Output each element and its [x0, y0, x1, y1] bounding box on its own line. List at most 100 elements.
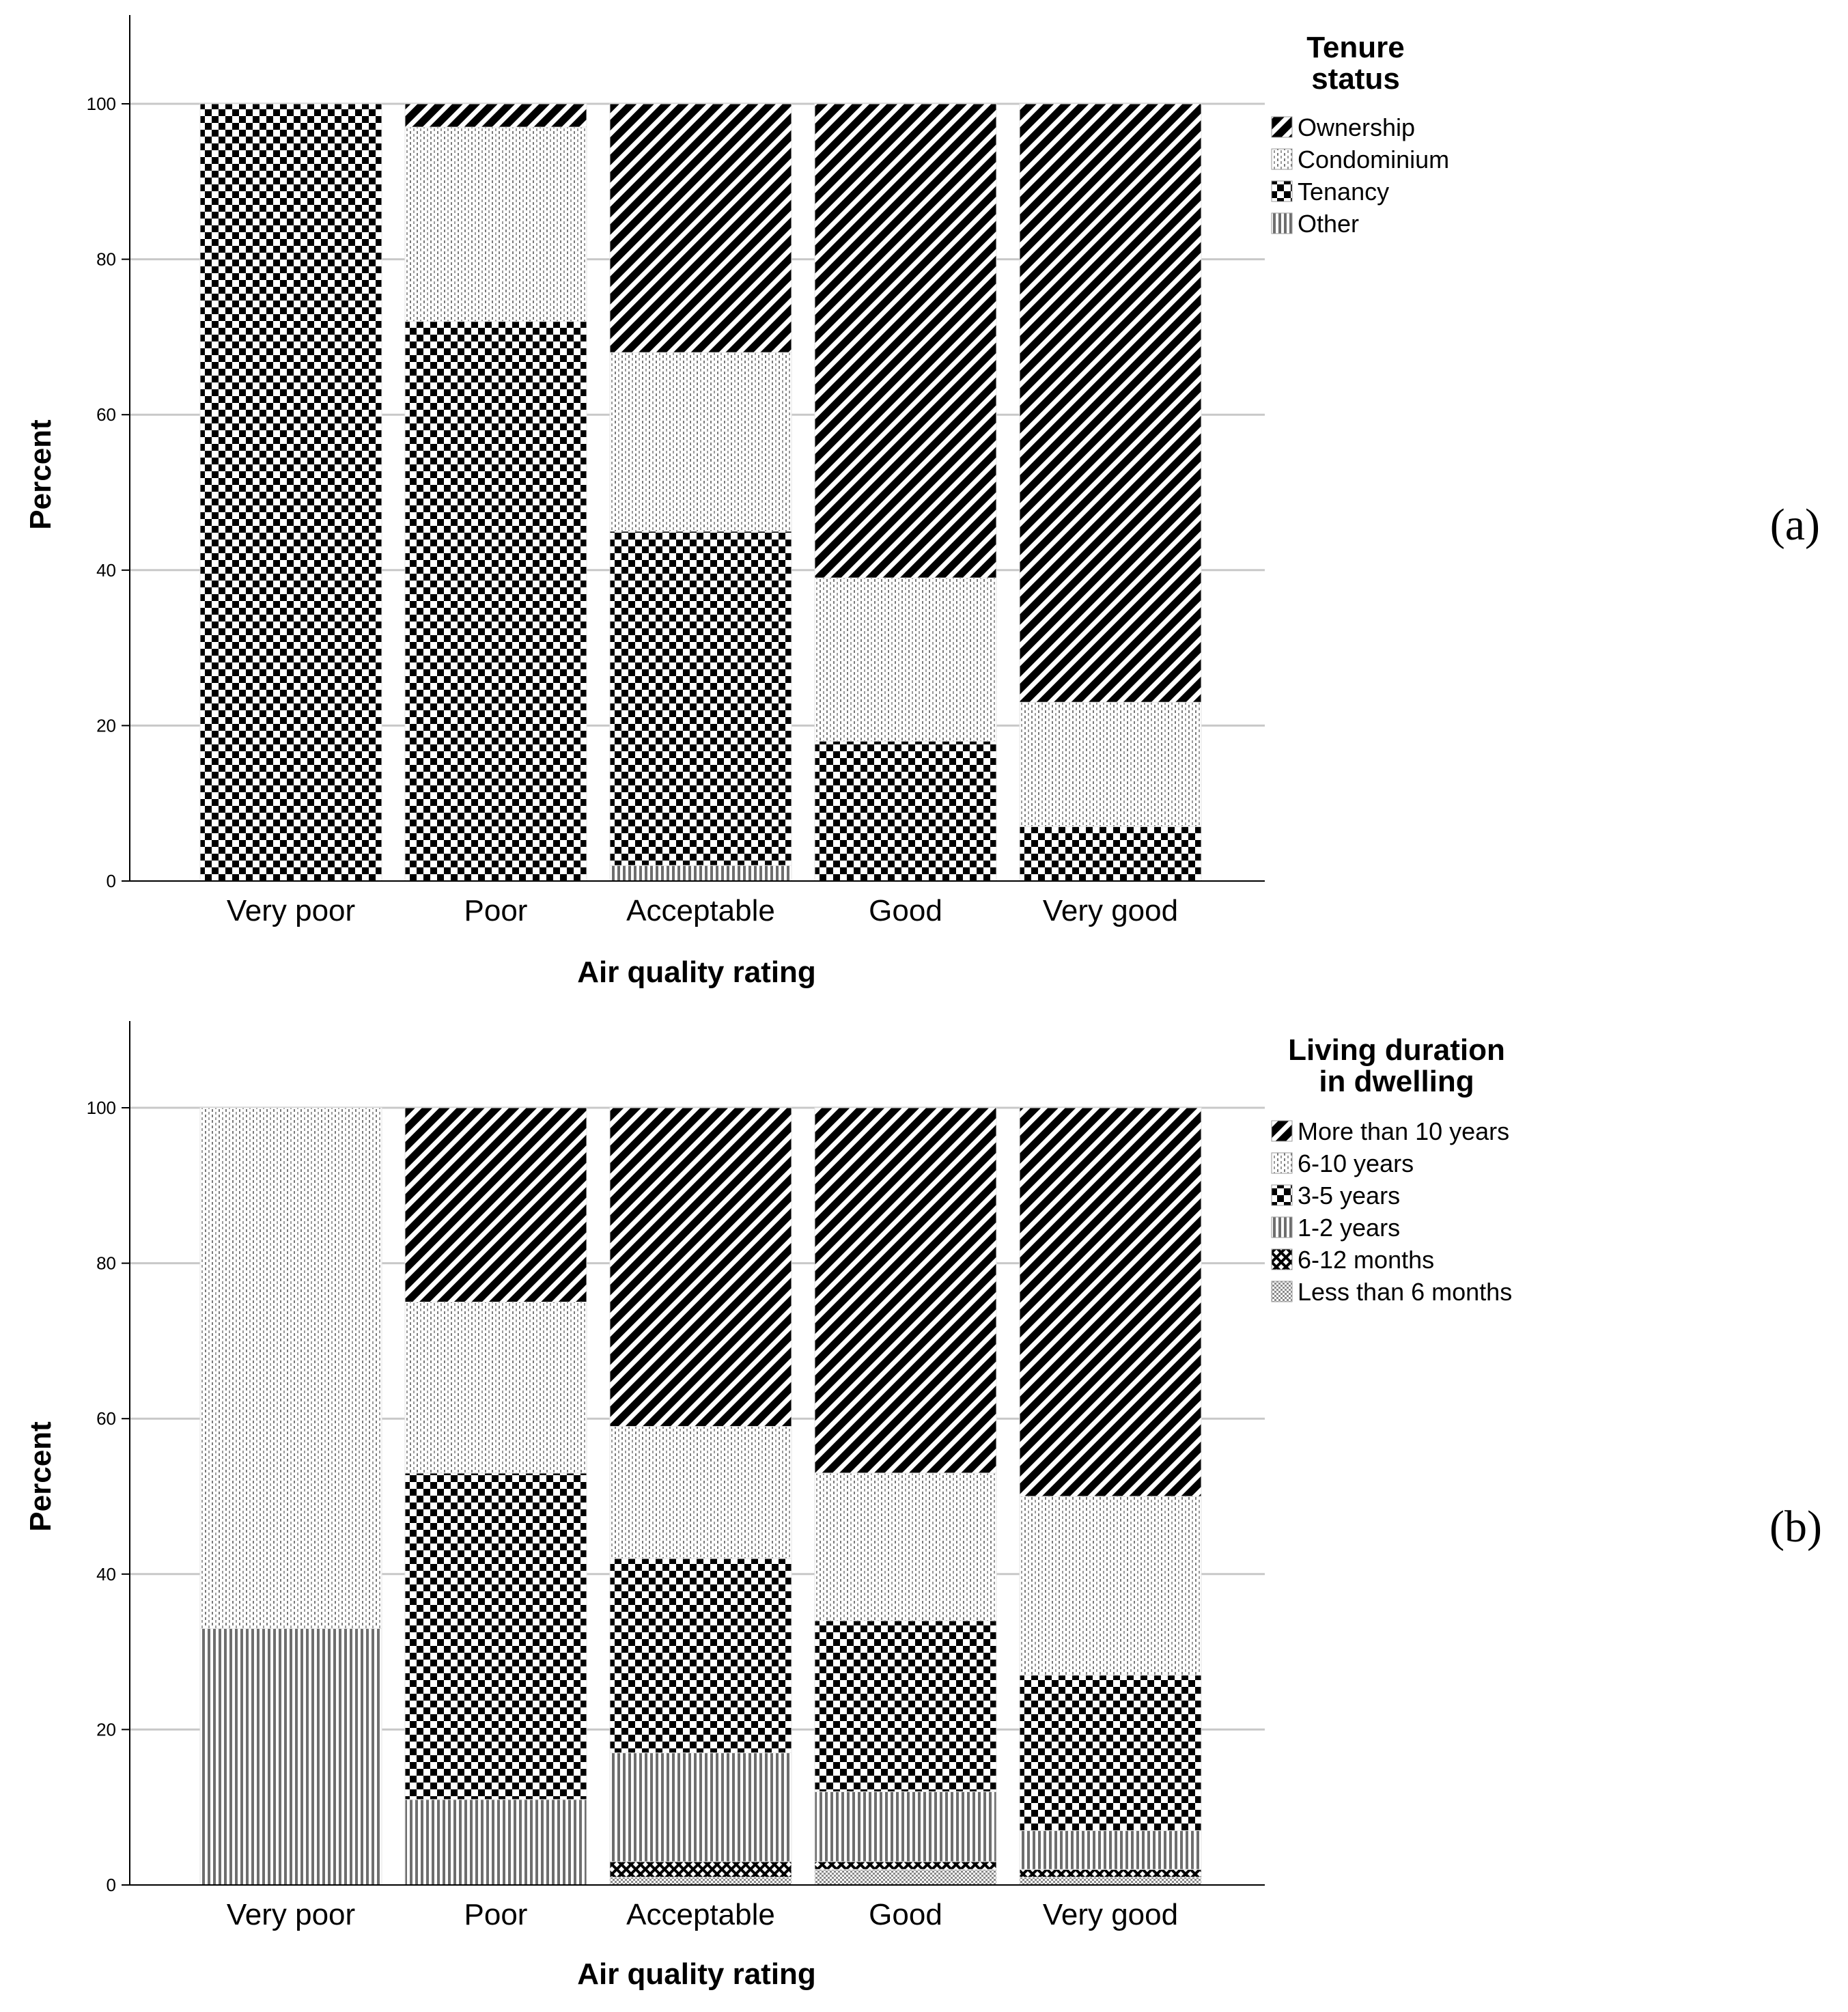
legend-item-condominium: Condominium [1271, 145, 1449, 173]
y-tick-label-100: 100 [87, 1098, 116, 1118]
y-tick-label-80: 80 [96, 1253, 116, 1274]
bar-very-good-more-than-10-years [1019, 1107, 1202, 1497]
legend-item-3-5-years: 3-5 years [1271, 1182, 1400, 1210]
legend-title-line-1: Tenure [1306, 31, 1404, 64]
y-tick-label-60: 60 [96, 404, 116, 425]
bar-very-good-less-than-6-months [1019, 1877, 1202, 1886]
legend-title-line-1: Living duration [1288, 1033, 1505, 1067]
y-tick-labels: 0 20 40 60 80 100 [87, 94, 116, 891]
legend-title-line-2: status [1311, 62, 1400, 96]
legend-swatch-3-5-years [1271, 1184, 1293, 1206]
bar-very-good-tenancy [1019, 826, 1202, 882]
bar-poor-1-2-years [404, 1799, 587, 1886]
x-tick-label-acceptable: Acceptable [626, 894, 775, 927]
legend-item-6-10-years: 6-10 years [1271, 1149, 1414, 1177]
bar-very-poor-6-10-years [199, 1107, 382, 1629]
axes [122, 15, 1265, 882]
x-tick-label-good: Good [869, 1898, 942, 1931]
bar-very-poor-tenancy [199, 103, 382, 882]
bar-very-good-ownership [1019, 103, 1202, 703]
bar-acceptable-3-5-years [609, 1558, 792, 1754]
y-tick-label-0: 0 [107, 1875, 116, 1895]
y-axis-title: Percent [24, 419, 57, 530]
bar-very-poor-1-2-years [199, 1627, 382, 1886]
bar-good-condominium [814, 577, 997, 742]
legend-item-tenancy: Tenancy [1271, 178, 1389, 206]
axes [122, 1021, 1265, 1886]
legend-label-ownership: Ownership [1298, 113, 1415, 141]
bar-good-less-than-6-months [814, 1869, 997, 1886]
y-tick-label-40: 40 [96, 1564, 116, 1584]
bar-very-good-6-10-years [1019, 1496, 1202, 1676]
legend-swatch-6-12-months [1271, 1248, 1293, 1270]
bar-poor-more-than-10-years [404, 1107, 587, 1302]
panel-label-b: (b) [1769, 1502, 1822, 1552]
bar-acceptable-condominium [609, 352, 792, 532]
legend: Ownership Condominium Tenancy Other [1271, 113, 1449, 238]
x-axis-title: Air quality rating [577, 955, 816, 989]
legend-swatch-1-2-years [1271, 1216, 1293, 1238]
bar-good-6-12-months [814, 1861, 997, 1870]
legend-label-less-than-6-months: Less than 6 months [1298, 1278, 1512, 1306]
chart-panel-a: 0 20 40 60 80 100 Very poor Poor Acceptable Good… [24, 15, 1820, 989]
bar-very-good-6-12-months [1019, 1869, 1202, 1878]
x-tick-label-good: Good [869, 894, 942, 927]
bars [199, 103, 1202, 882]
y-tick-label-80: 80 [96, 249, 116, 270]
legend-label-tenancy: Tenancy [1298, 178, 1389, 206]
bar-acceptable-other [609, 865, 792, 882]
bar-poor-condominium [404, 126, 587, 322]
panel-label-a: (a) [1770, 500, 1820, 550]
x-tick-label-very-poor: Very poor [227, 1898, 355, 1931]
bar-very-good-1-2-years [1019, 1830, 1202, 1870]
y-tick-label-20: 20 [96, 1719, 116, 1739]
legend-swatch-less-than-6-months [1271, 1281, 1293, 1302]
legend-label-other: Other [1298, 210, 1359, 238]
bar-good-ownership [814, 103, 997, 578]
bar-good-3-5-years [814, 1620, 997, 1792]
legend-swatch-6-10-years [1271, 1152, 1293, 1174]
legend-item-6-12-months: 6-12 months [1271, 1246, 1434, 1274]
bar-poor-ownership [404, 103, 587, 128]
legend-label-condominium: Condominium [1298, 145, 1449, 173]
legend-label-3-5-years: 3-5 years [1298, 1182, 1400, 1210]
x-tick-label-poor: Poor [464, 894, 528, 927]
x-tick-label-very-good: Very good [1043, 1898, 1178, 1931]
x-tick-label-acceptable: Acceptable [626, 1898, 775, 1931]
y-axis-title: Percent [24, 1421, 57, 1532]
bar-acceptable-tenancy [609, 531, 792, 866]
bar-acceptable-less-than-6-months [609, 1877, 792, 1886]
bars [199, 1107, 1202, 1886]
chart-panel-b: 0 20 40 60 80 100 Very poor Poor Acceptable Good… [24, 1021, 1822, 1991]
x-tick-label-poor: Poor [464, 1898, 528, 1931]
x-tick-labels: Very poor Poor Acceptable Good Very good [227, 1898, 1178, 1931]
legend-item-1-2-years: 1-2 years [1271, 1214, 1400, 1242]
bar-poor-6-10-years [404, 1302, 587, 1474]
y-tick-labels: 0 20 40 60 80 100 [87, 1098, 116, 1895]
legend-label-6-12-months: 6-12 months [1298, 1246, 1434, 1274]
bar-acceptable-6-10-years [609, 1426, 792, 1559]
legend-label-6-10-years: 6-10 years [1298, 1149, 1414, 1177]
bar-good-6-10-years [814, 1472, 997, 1621]
bar-acceptable-ownership [609, 103, 792, 353]
y-tick-label-60: 60 [96, 1408, 116, 1429]
legend-swatch-other [1271, 212, 1293, 234]
x-axis-title: Air quality rating [577, 1957, 816, 1991]
bar-good-tenancy [814, 740, 997, 882]
bar-acceptable-more-than-10-years [609, 1107, 792, 1427]
bar-very-good-3-5-years [1019, 1675, 1202, 1831]
bar-good-more-than-10-years [814, 1107, 997, 1474]
bar-very-good-condominium [1019, 701, 1202, 827]
bar-poor-tenancy [404, 321, 587, 882]
bar-good-1-2-years [814, 1791, 997, 1862]
legend: More than 10 years 6-10 years 3-5 years 1-2… [1271, 1117, 1512, 1306]
legend-item-ownership: Ownership [1271, 113, 1415, 141]
bar-acceptable-1-2-years [609, 1752, 792, 1862]
legend-label-more-than-10-years: More than 10 years [1298, 1117, 1509, 1145]
y-tick-label-20: 20 [96, 715, 116, 736]
y-tick-label-0: 0 [107, 871, 116, 891]
legend-item-other: Other [1271, 210, 1359, 238]
x-tick-labels: Very poor Poor Acceptable Good Very good [227, 894, 1178, 927]
legend-item-more-than-10-years: More than 10 years [1271, 1117, 1509, 1145]
